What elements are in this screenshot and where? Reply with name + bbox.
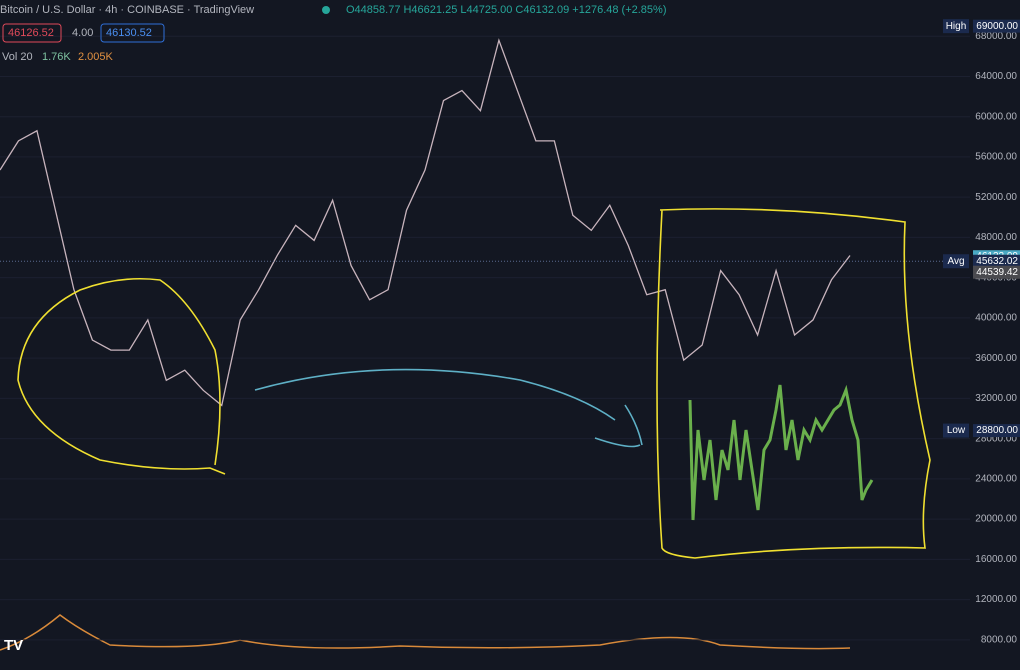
y-tick-label: 40000.00 xyxy=(975,313,1017,324)
y-tick-label: 20000.00 xyxy=(975,514,1017,525)
y-tick-label: 32000.00 xyxy=(975,393,1017,404)
status-dot xyxy=(322,6,330,14)
y-tick-label: 68000.00 xyxy=(975,31,1017,42)
arrow-annotation xyxy=(254,368,643,448)
logo: TV xyxy=(4,637,23,654)
volume-ma xyxy=(0,614,851,651)
annotations xyxy=(17,208,931,559)
price-badge xyxy=(973,265,1020,279)
y-tick-label: 64000.00 xyxy=(975,71,1017,82)
price-badge-label: 69000.00 xyxy=(976,21,1018,32)
badge-tag-label: Avg xyxy=(947,256,964,267)
circle-annotation xyxy=(17,277,226,475)
volume-label: Vol 20 xyxy=(2,51,33,63)
price-badge xyxy=(973,424,1020,438)
badge-tag xyxy=(943,19,969,34)
ohlc: O44858.77 H46621.25 L44725.00 C46132.09 … xyxy=(346,4,667,16)
y-tick-label: 56000.00 xyxy=(975,152,1017,163)
y-tick-label: 16000.00 xyxy=(975,554,1017,565)
y-tick-label: 8000.00 xyxy=(981,634,1018,645)
spread: 4.00 xyxy=(72,27,93,39)
y-tick-label: 48000.00 xyxy=(975,232,1017,243)
volume-ma-value: 2.005K xyxy=(78,51,114,63)
plot xyxy=(0,35,970,641)
price-badge-label: 45632.02 xyxy=(976,256,1018,267)
y-tick-label: 28000.00 xyxy=(975,433,1017,444)
y-tick-label: 24000.00 xyxy=(975,473,1017,484)
y-tick-label: 60000.00 xyxy=(975,111,1017,122)
ask: 46130.52 xyxy=(106,27,152,39)
bid: 46126.52 xyxy=(8,27,54,39)
price-badge xyxy=(973,254,1020,268)
y-tick-label: 12000.00 xyxy=(975,594,1017,605)
price-axis xyxy=(970,0,1020,670)
symbol: Bitcoin / U.S. Dollar · 4h · COINBASE · … xyxy=(0,4,254,16)
badge-tag xyxy=(943,254,969,269)
projection-line xyxy=(688,384,874,521)
box-annotation xyxy=(656,208,931,559)
badge-tag-label: Low xyxy=(947,425,966,436)
y-tick-label: 52000.00 xyxy=(975,192,1017,203)
sell-box[interactable] xyxy=(2,23,62,43)
buy-box[interactable] xyxy=(100,23,165,43)
badge-tag-label: High xyxy=(946,21,967,32)
price-badge-label: 44539.42 xyxy=(976,267,1018,278)
price-line xyxy=(0,38,851,407)
volume-line xyxy=(0,614,851,651)
price-badge-label: 28800.00 xyxy=(976,425,1018,436)
volume-value: 1.76K xyxy=(42,51,71,63)
y-tick-label: 36000.00 xyxy=(975,353,1017,364)
badge-tag xyxy=(943,423,969,438)
price-badge xyxy=(973,19,1020,33)
